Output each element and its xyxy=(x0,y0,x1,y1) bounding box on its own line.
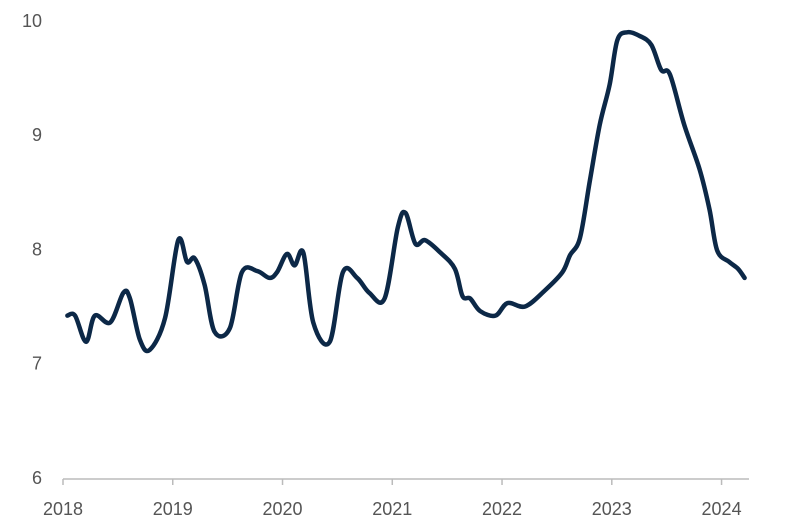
y-tick-label: 10 xyxy=(22,11,42,31)
x-tick-label: 2022 xyxy=(482,499,522,519)
y-tick-label: 9 xyxy=(32,125,42,145)
y-tick-label: 6 xyxy=(32,468,42,488)
x-tick-label: 2018 xyxy=(43,499,83,519)
x-tick-label: 2024 xyxy=(702,499,742,519)
x-tick-label: 2020 xyxy=(262,499,302,519)
y-tick-label: 7 xyxy=(32,354,42,374)
line xyxy=(65,29,747,354)
x-tick-label: 2023 xyxy=(592,499,632,519)
x-tick-label: 2019 xyxy=(153,499,193,519)
x-tick-label: 2021 xyxy=(372,499,412,519)
y-tick-label: 8 xyxy=(32,239,42,259)
